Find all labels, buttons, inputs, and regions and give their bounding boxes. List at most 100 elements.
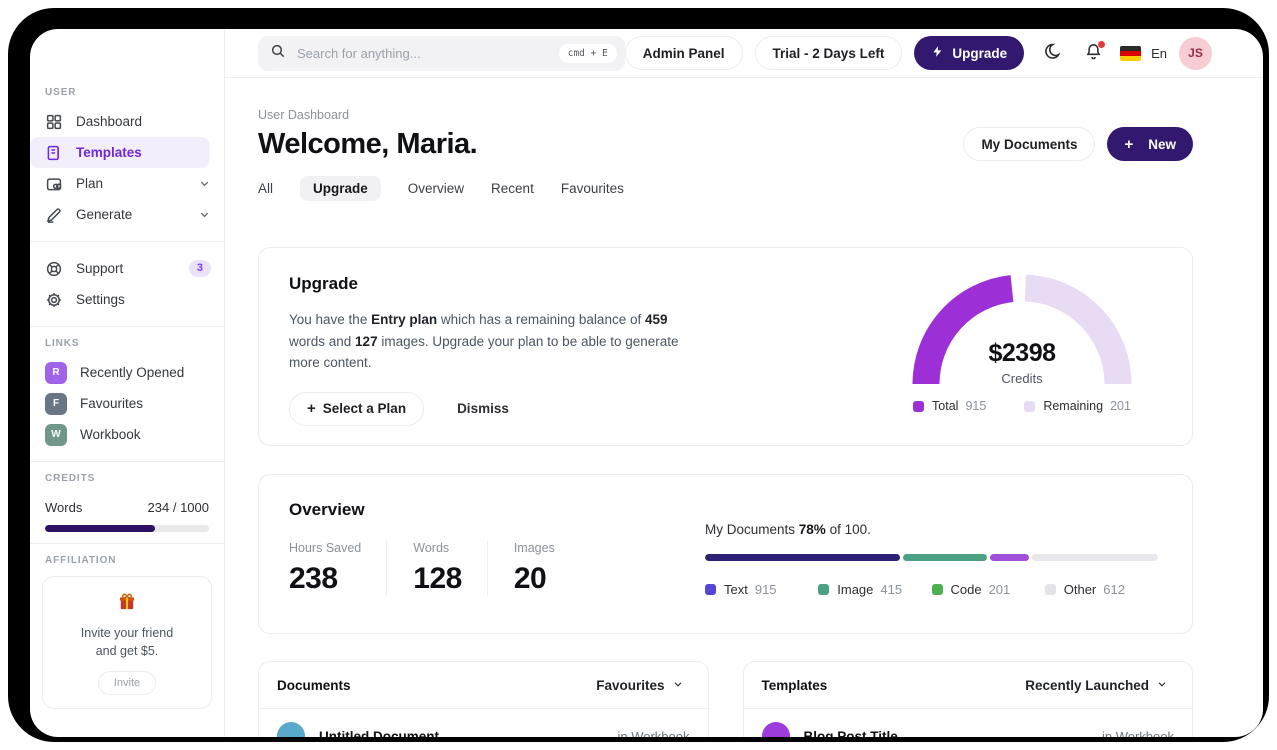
search-input[interactable] — [295, 44, 550, 62]
trial-badge-button[interactable]: Trial - 2 Days Left — [754, 36, 903, 70]
templates-filter-dropdown[interactable]: Recently Launched — [1019, 677, 1174, 694]
gauge-legend: Total 915 Remaining 201 — [913, 399, 1131, 413]
legend-swatch — [1044, 584, 1056, 595]
bottom-cards: Documents Favourites Untitled Document i… — [258, 661, 1193, 737]
wallet-icon — [45, 175, 63, 193]
stacked-bar-legend: Text 915 Image 415 Code 201 — [705, 582, 1158, 597]
legend-swatch — [818, 584, 830, 595]
sidebar-section-credits: CREDITS — [45, 473, 96, 484]
gauge-value: $2398 — [988, 339, 1056, 367]
plus-icon: + — [307, 400, 316, 418]
legend-item-image: Image 415 — [818, 582, 931, 597]
credits-progress-bar — [45, 525, 209, 532]
legend-item-text: Text 915 — [705, 582, 818, 597]
stat-words: Words 128 — [386, 541, 487, 596]
notification-dot — [1098, 41, 1106, 48]
sidebar-item-label: Generate — [76, 207, 133, 222]
sidebar-section-links: LINKS — [45, 338, 80, 349]
german-flag-icon[interactable] — [1120, 45, 1142, 61]
title-row: Welcome, Maria. My Documents + New — [258, 127, 1193, 161]
bar-segment-code — [989, 554, 1029, 561]
sidebar-item-dashboard[interactable]: Dashboard — [30, 106, 224, 137]
sidebar-item-support[interactable]: Support 3 — [30, 253, 224, 284]
gauge-label: Credits — [1001, 371, 1043, 386]
documents-card-title: Documents — [277, 678, 351, 693]
bar-segment-image — [902, 554, 987, 561]
chevron-down-icon — [198, 208, 211, 221]
divider — [30, 326, 224, 327]
sidebar-item-plan[interactable]: Plan — [30, 168, 224, 199]
link-initial-badge: F — [45, 392, 67, 415]
new-button[interactable]: + New — [1107, 127, 1193, 161]
stat-images: Images 20 — [486, 541, 580, 596]
overview-card-title: Overview — [289, 500, 365, 519]
select-plan-button[interactable]: + Select a Plan — [289, 391, 425, 426]
divider — [30, 543, 224, 544]
main-area: cmd + E Admin Panel Trial - 2 Days Left … — [225, 29, 1263, 737]
legend-swatch — [931, 584, 943, 595]
topbar: cmd + E Admin Panel Trial - 2 Days Left … — [225, 29, 1263, 78]
gift-icon — [117, 593, 137, 616]
dark-mode-toggle[interactable] — [1036, 36, 1066, 70]
document-avatar — [277, 722, 305, 737]
divider — [30, 461, 224, 462]
sidebar-section-affiliation: AFFILIATION — [45, 555, 117, 566]
upgrade-button[interactable]: Upgrade — [914, 36, 1025, 70]
tab-recent[interactable]: Recent — [491, 181, 534, 196]
tab-favourites[interactable]: Favourites — [560, 181, 624, 196]
app-window: USER Dashboard Templates Plan — [30, 29, 1263, 737]
sidebar-item-label: Support — [76, 261, 124, 276]
credits-gauge-block: $2398 Credits Total 915 Remaining — [892, 274, 1152, 419]
my-documents-button[interactable]: My Documents — [963, 127, 1096, 161]
sidebar-link-favourites[interactable]: F Favourites — [30, 388, 224, 419]
credits-progress-fill — [45, 525, 155, 532]
support-count-badge: 3 — [188, 260, 211, 277]
legend-item-other: Other 612 — [1044, 582, 1158, 597]
credits-metric-label: Words — [45, 500, 83, 515]
admin-panel-button[interactable]: Admin Panel — [624, 36, 743, 70]
sidebar-item-label: Templates — [76, 145, 142, 160]
language-label[interactable]: En — [1151, 45, 1167, 61]
plus-icon: + — [1124, 135, 1134, 153]
bell-icon — [1084, 42, 1103, 64]
templates-card-title: Templates — [761, 678, 828, 693]
legend-swatch — [705, 584, 716, 595]
sidebar-item-settings[interactable]: Settings — [30, 284, 224, 315]
upgrade-card: Upgrade You have the Entry plan which ha… — [258, 247, 1193, 446]
sidebar-link-recently-opened[interactable]: R Recently Opened — [30, 357, 224, 388]
search-shortcut-badge: cmd + E — [558, 43, 617, 63]
sidebar-section-user: USER — [45, 87, 77, 98]
overview-card: Overview Hours Saved 238 Words 128 Image… — [258, 474, 1193, 634]
search-bar[interactable]: cmd + E — [258, 35, 625, 71]
upgrade-card-body: You have the Entry plan which has a rema… — [289, 312, 679, 371]
link-initial-badge: W — [45, 423, 67, 446]
template-list-item[interactable]: Blog Post Title in Workbook — [744, 709, 1193, 737]
sidebar-link-label: Recently Opened — [80, 365, 185, 380]
notifications-button[interactable] — [1078, 36, 1108, 70]
search-icon — [270, 43, 286, 64]
sidebar-item-generate[interactable]: Generate — [30, 199, 224, 230]
tab-upgrade[interactable]: Upgrade — [300, 176, 381, 201]
documents-filter-dropdown[interactable]: Favourites — [590, 677, 689, 694]
tab-overview[interactable]: Overview — [407, 181, 465, 196]
tab-all[interactable]: All — [258, 181, 274, 196]
sidebar: USER Dashboard Templates Plan — [30, 29, 225, 737]
device-frame: USER Dashboard Templates Plan — [8, 8, 1269, 742]
grid-icon — [45, 113, 63, 131]
bar-segment-other — [1031, 554, 1158, 561]
stat-hours-saved: Hours Saved 238 — [289, 541, 362, 595]
link-initial-badge: R — [45, 361, 67, 384]
sidebar-link-workbook[interactable]: W Workbook — [30, 419, 224, 450]
document-list-item[interactable]: Untitled Document in Workbook — [259, 709, 708, 737]
dismiss-button[interactable]: Dismiss — [451, 400, 515, 417]
sidebar-item-templates[interactable]: Templates — [30, 137, 210, 168]
document-icon — [45, 144, 63, 162]
bolt-icon — [931, 45, 944, 61]
upgrade-card-title: Upgrade — [289, 274, 358, 293]
invite-button[interactable]: Invite — [97, 671, 157, 696]
user-avatar[interactable]: JS — [1179, 36, 1212, 70]
legend-swatch — [913, 400, 925, 412]
page-title: Welcome, Maria. — [258, 127, 478, 160]
stats-row: Hours Saved 238 Words 128 Images 20 — [289, 541, 669, 596]
legend-item-code: Code 201 — [931, 582, 1045, 597]
